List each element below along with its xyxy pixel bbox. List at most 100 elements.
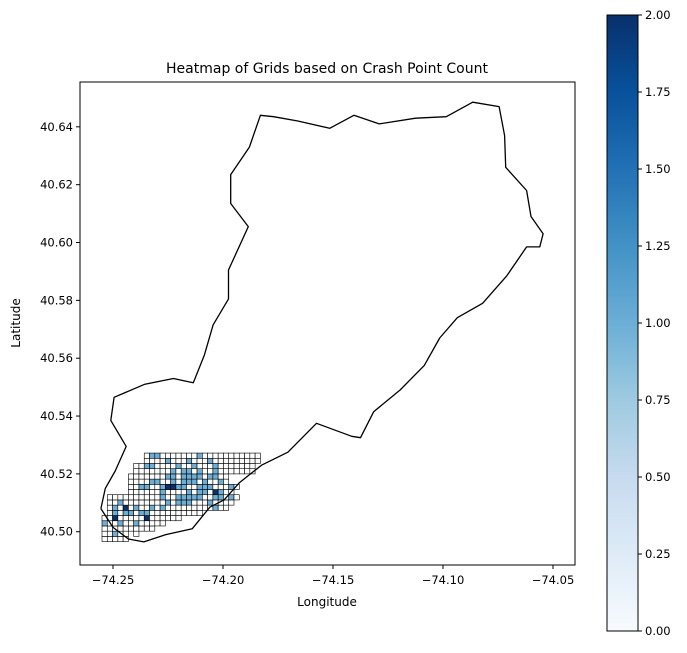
- grid-cell: [133, 494, 140, 501]
- grid-cell: [106, 536, 113, 542]
- grid-cell: [238, 468, 245, 475]
- grid-cell: [117, 520, 124, 527]
- grid-cell: [122, 520, 129, 527]
- grid-cell: [154, 520, 161, 527]
- grid-cell: [154, 499, 161, 506]
- grid-cell: [159, 489, 166, 496]
- grid-cell: [186, 494, 193, 501]
- grid-cell: [112, 499, 119, 506]
- grid-cell: [217, 473, 224, 480]
- grid-cell: [143, 525, 150, 532]
- grid-cell: [159, 499, 166, 506]
- grid-cell: [228, 457, 235, 464]
- grid-cell: [191, 510, 198, 516]
- y-tick-label: 40.64: [40, 120, 73, 134]
- grid-cell: [122, 525, 129, 532]
- grid-cell: [122, 515, 129, 522]
- grid-cell: [117, 536, 124, 542]
- grid-cell: [138, 489, 145, 496]
- grid-cell: [191, 489, 198, 496]
- grid-cell: [138, 494, 145, 501]
- grid-cell: [212, 473, 219, 480]
- grid-cell: [165, 484, 171, 490]
- grid-cell: [133, 504, 140, 511]
- grid-cell: [122, 499, 129, 506]
- grid-cell: [217, 452, 224, 459]
- grid-cell: [254, 452, 261, 459]
- grid-cell: [133, 468, 140, 475]
- grid-cell: [154, 468, 161, 475]
- grid-cell: [159, 478, 166, 485]
- island-boundary: [100, 101, 544, 543]
- grid-cell: [217, 504, 224, 511]
- grid-cell: [112, 520, 119, 527]
- grid-cell: [191, 457, 198, 464]
- grid-cell: [165, 457, 171, 464]
- grid-cell: [180, 510, 187, 516]
- grid-cell: [202, 473, 208, 480]
- grid-cell: [202, 499, 208, 506]
- grid-cell: [133, 515, 140, 522]
- grid-cell: [217, 489, 224, 496]
- grid-cell: [143, 463, 150, 469]
- grid-cell: [223, 452, 230, 459]
- grid-cell: [196, 504, 203, 511]
- grid-cell: [207, 499, 214, 506]
- x-tick-label: −74.05: [532, 573, 575, 587]
- grid-cell: [175, 499, 182, 506]
- grid-cell: [217, 463, 224, 469]
- grid-cell: [180, 489, 187, 496]
- grid-cell: [202, 489, 208, 496]
- grid-cell: [149, 515, 156, 522]
- grid-cell: [175, 473, 182, 480]
- grid-cell: [128, 473, 134, 480]
- grid-cell: [233, 484, 240, 490]
- grid-cell: [180, 452, 187, 459]
- grid-cell: [170, 489, 177, 496]
- grid-cell: [106, 504, 113, 511]
- grid-cell: [244, 463, 251, 469]
- grid-cell: [117, 525, 124, 532]
- grid-cell: [228, 463, 235, 469]
- grid-cell: [106, 494, 113, 501]
- grid-cell: [212, 457, 219, 464]
- chart-title: Heatmap of Grids based on Crash Point Co…: [166, 61, 488, 77]
- grid-cell: [117, 494, 124, 501]
- grid-cell: [175, 457, 182, 464]
- grid-cell: [207, 468, 214, 475]
- grid-cell: [138, 473, 145, 480]
- grid-cell: [143, 510, 150, 516]
- grid-cell: [217, 494, 224, 501]
- grid-cell: [170, 504, 177, 511]
- grid-cell: [175, 510, 182, 516]
- grid-cell: [170, 515, 177, 522]
- grid-cell: [112, 530, 119, 537]
- grid-cell: [233, 468, 240, 475]
- grid-cell: [233, 452, 240, 459]
- grid-cell: [133, 473, 140, 480]
- grid-cell: [207, 452, 214, 459]
- grid-cell: [186, 468, 193, 475]
- grid-cell: [112, 536, 119, 542]
- grid-cell: [154, 504, 161, 511]
- grid-cell: [207, 484, 214, 490]
- x-axis-label: Longitude: [297, 595, 357, 609]
- grid-cell: [212, 478, 219, 485]
- grid-cell: [196, 510, 203, 516]
- grid-cell: [159, 468, 166, 475]
- grid-cell: [154, 515, 161, 522]
- grid-cell: [149, 484, 156, 490]
- grid-cell: [207, 463, 214, 469]
- grid-cell: [249, 452, 256, 459]
- y-tick-label: 40.62: [40, 178, 73, 192]
- grid-cell: [133, 463, 140, 469]
- grid-cell: [154, 457, 161, 464]
- grid-cell: [217, 468, 224, 475]
- grid-cell: [128, 520, 134, 527]
- grid-cell: [128, 499, 134, 506]
- grid-cell: [175, 504, 182, 511]
- grid-cell: [223, 473, 230, 480]
- grid-cell: [196, 452, 203, 459]
- colorbar-tick-label: 0.00: [645, 624, 671, 638]
- grid-cell: [186, 510, 193, 516]
